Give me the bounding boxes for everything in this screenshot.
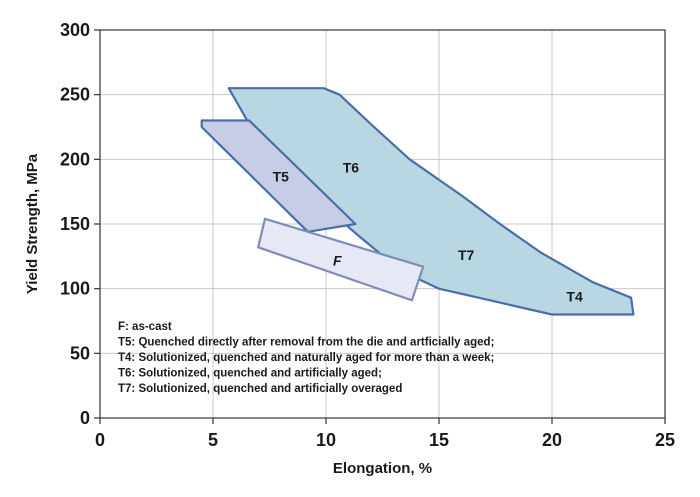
legend-notes: F: as-cast T5: Quenched directly after re… — [118, 321, 494, 395]
region-labels: T6 T7 T4 T5 F — [273, 159, 583, 304]
x-tick-label-0: 0 — [95, 430, 105, 450]
y-tick-label-250: 250 — [60, 85, 90, 105]
region-f — [257, 217, 425, 302]
legend-note-5: T7: Solutionized, quenched and artificia… — [118, 383, 402, 395]
region-label-t5: T5 — [273, 168, 290, 184]
y-tick-label-200: 200 — [60, 149, 90, 169]
y-tick-label-0: 0 — [80, 408, 90, 428]
x-tick-label-10: 10 — [316, 430, 336, 450]
legend-note-2: T5: Quenched directly after removal from… — [118, 337, 494, 349]
y-tick-label-50: 50 — [70, 343, 90, 363]
region-label-t6: T6 — [343, 159, 360, 175]
region-t5 — [200, 119, 357, 233]
legend-note-3: T4: Solutionized, quenched and naturally… — [118, 352, 494, 364]
axis-ticks: 0 50 100 150 200 250 300 0 5 10 15 20 25 — [60, 20, 675, 450]
y-axis-title: Yield Strength, MPa — [24, 153, 41, 294]
regions — [200, 87, 635, 316]
x-tick-label-25: 25 — [655, 430, 675, 450]
y-tick-label-100: 100 — [60, 279, 90, 299]
region-label-t4: T4 — [566, 289, 583, 305]
region-t6-t7-t4 — [227, 87, 635, 316]
y-tick-label-300: 300 — [60, 20, 90, 40]
legend-note-4: T6: Solutionized, quenched and artificia… — [118, 368, 382, 380]
legend-note-1: F: as-cast — [118, 321, 172, 333]
x-tick-label-20: 20 — [542, 430, 562, 450]
x-tick-label-5: 5 — [208, 430, 218, 450]
region-label-f: F — [333, 252, 342, 268]
region-label-t7: T7 — [458, 247, 475, 263]
x-tick-label-15: 15 — [429, 430, 449, 450]
x-axis-title: Elongation, % — [333, 460, 432, 477]
y-tick-label-150: 150 — [60, 214, 90, 234]
